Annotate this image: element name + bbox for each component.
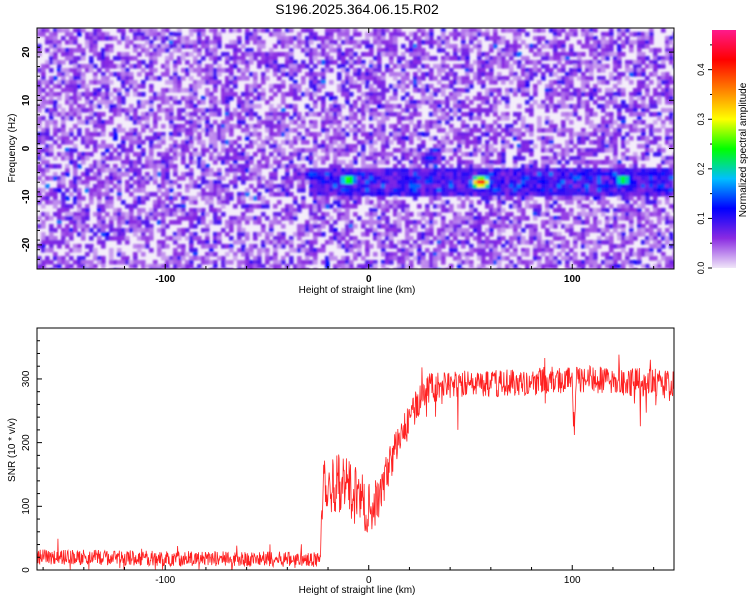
colorbar-tick-label: 0.2 <box>696 163 706 176</box>
snr-frame <box>36 327 675 571</box>
snr-x-tick-label: 100 <box>564 575 581 586</box>
heatmap-y-tick-label: 0 <box>21 145 32 151</box>
snr-background <box>37 328 674 570</box>
colorbar-tick-label: 0.4 <box>696 63 706 76</box>
colorbar-bar <box>712 30 736 268</box>
snr-x-tick-label: -100 <box>155 575 175 586</box>
heatmap-y-tick-label: -10 <box>21 189 32 204</box>
colorbar-ticks: 0.0 0.1 0.2 0.3 0.4 <box>696 44 712 275</box>
snr-y-tick-label: 0 <box>21 567 32 573</box>
colorbar-tick-label: 0.1 <box>696 212 706 225</box>
heatmap-y-tick-label: 10 <box>21 94 32 106</box>
snr-y-tick-label: 200 <box>21 434 32 451</box>
snr-series-line <box>37 354 674 570</box>
figure-title: S196.2025.364.06.15.R02 <box>275 1 439 17</box>
snr-y-tick-label: 300 <box>21 370 32 387</box>
snr-y-tick-label: 100 <box>21 498 32 515</box>
colorbar-tick-label: 0.0 <box>696 262 706 275</box>
heatmap-x-axis-label: Height of straight line (km) <box>299 285 416 296</box>
snr-x-tick-label: 0 <box>366 575 372 586</box>
heatmap-frame <box>36 27 675 270</box>
colorbar: 0.0 0.1 0.2 0.3 0.4 Normalized spectral ampl… <box>696 30 749 274</box>
heatmap-x-tick-label: 0 <box>366 274 372 285</box>
snr-x-axis-label: Height of straight line (km) <box>299 585 416 596</box>
heatmap-x-tick-label: -100 <box>155 274 175 285</box>
snr-ticks: -100 0 100 0 100 200 300 <box>21 340 655 586</box>
heatmap-y-tick-label: -20 <box>21 237 32 252</box>
heatmap-y-tick-label: 20 <box>21 46 32 58</box>
colorbar-label: Normalized spectral amplitude <box>738 82 749 217</box>
colorbar-tick-label: 0.3 <box>696 113 706 126</box>
snr-panel: -100 0 100 0 100 200 300 Height of straight li… <box>7 327 675 596</box>
snr-y-axis-label: SNR (10 * v/v) <box>7 418 18 482</box>
heatmap-y-axis-label: Frequency (Hz) <box>7 114 18 183</box>
heatmap-x-tick-label: 100 <box>564 274 581 285</box>
